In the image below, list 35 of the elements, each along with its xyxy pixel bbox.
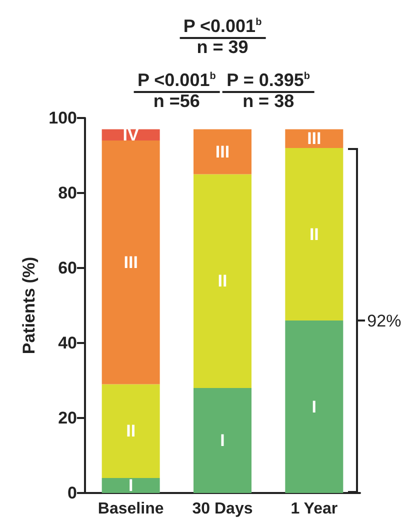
y-tick-label: 0	[68, 484, 77, 502]
y-axis-title: Patients (%)	[20, 256, 39, 354]
bar	[102, 384, 160, 478]
text: I	[220, 431, 225, 450]
bar	[285, 320, 344, 493]
text: I	[312, 397, 317, 416]
x-tick-label: Baseline	[98, 500, 164, 518]
y-tick-label: 80	[58, 184, 77, 202]
series-label: III	[307, 129, 322, 148]
text: 92%	[367, 310, 402, 331]
series-label: II	[126, 422, 136, 441]
bar	[194, 129, 252, 174]
x-tick-label: 30 Days	[192, 500, 253, 518]
bar	[285, 148, 344, 320]
text: n = 39	[196, 37, 248, 58]
y-tick-label: 20	[58, 408, 77, 428]
bar	[194, 388, 252, 493]
text: P = 0.395$^{b}$	[226, 70, 310, 90]
x-tick-label: 1 Year	[290, 500, 338, 518]
text: III	[124, 252, 138, 272]
text: n = 38	[242, 91, 294, 112]
y-tick-label: 40	[58, 334, 77, 352]
y-tick-label: 100	[48, 108, 77, 128]
text: P <0.001$^{b}$	[183, 16, 262, 36]
series-label: I	[128, 476, 134, 495]
text: II	[309, 224, 319, 244]
bar	[194, 174, 252, 388]
text: III	[215, 142, 230, 162]
y-tick-label: 60	[58, 258, 77, 278]
text: P <0.001$^{b}$	[137, 70, 216, 90]
bar	[102, 478, 160, 493]
text: n =56	[153, 91, 200, 112]
text: II	[218, 272, 228, 291]
bar	[102, 140, 160, 384]
series-label: IV	[122, 125, 140, 144]
